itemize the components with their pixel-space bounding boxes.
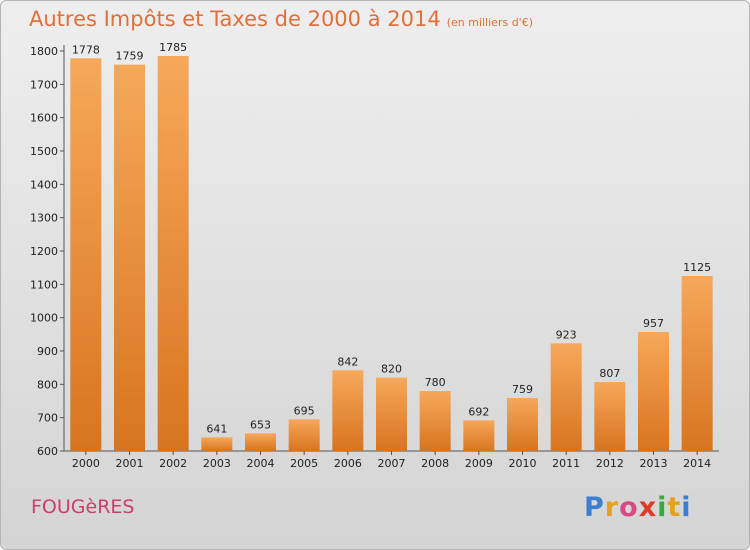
x-tick-label: 2007 xyxy=(378,457,406,470)
value-label: 1759 xyxy=(116,50,144,63)
x-tick-label: 2011 xyxy=(552,457,580,470)
bar xyxy=(114,64,145,451)
logo-letter: i xyxy=(681,492,692,523)
bar xyxy=(332,370,364,451)
value-label: 759 xyxy=(512,383,533,396)
value-label: 692 xyxy=(468,405,489,418)
bar xyxy=(288,419,320,451)
y-tick-label: 1500 xyxy=(30,145,58,158)
chart-title: Autres Impôts et Taxes de 2000 à 2014 (en… xyxy=(29,7,533,31)
x-tick-label: 2001 xyxy=(116,457,144,470)
value-label: 695 xyxy=(294,404,315,417)
y-tick-label: 1100 xyxy=(30,278,58,291)
y-axis: 600 700 800 900 1000 1100 1200 1300 1400 1500 1600… xyxy=(30,45,65,458)
value-label: 653 xyxy=(250,418,271,431)
bar xyxy=(638,332,669,451)
value-label: 1785 xyxy=(159,41,187,54)
value-labels: 1778 1759 1785 641 653 695 842 820 780 692 759 923 8… xyxy=(72,41,711,435)
x-tick-label: 2000 xyxy=(72,457,100,470)
value-label: 1125 xyxy=(683,261,711,274)
logo-letter: x xyxy=(638,492,658,523)
bar xyxy=(681,276,713,451)
x-tick-label: 2009 xyxy=(465,457,493,470)
x-axis: 2000 2001 2002 2003 2004 2005 2006 2007 2008 2009… xyxy=(64,450,719,470)
chart-subtitle: (en milliers d'€) xyxy=(446,16,533,29)
x-tick-label: 2013 xyxy=(640,457,668,470)
x-tick-label: 2008 xyxy=(421,457,449,470)
bar xyxy=(245,433,276,451)
value-label: 1778 xyxy=(72,43,100,56)
title-text: Autres Impôts et Taxes de 2000 à 2014 xyxy=(29,7,441,31)
y-tick-label: 1200 xyxy=(30,245,58,258)
value-label: 820 xyxy=(381,363,402,376)
bar xyxy=(550,343,582,451)
y-tick-label: 900 xyxy=(37,345,58,358)
logo-letter: P xyxy=(584,492,605,523)
logo-letter: t xyxy=(667,492,682,523)
x-tick-label: 2006 xyxy=(334,457,362,470)
x-tick-label: 2005 xyxy=(290,457,318,470)
value-label: 842 xyxy=(337,355,358,368)
logo-letter: o xyxy=(619,492,639,523)
y-tick-label: 800 xyxy=(37,378,58,391)
value-label: 641 xyxy=(206,422,227,435)
bar xyxy=(594,382,626,451)
bar xyxy=(376,377,407,451)
value-label: 923 xyxy=(556,328,577,341)
y-tick-label: 700 xyxy=(37,412,58,425)
y-tick-label: 1700 xyxy=(30,78,58,91)
value-label: 957 xyxy=(643,317,664,330)
logo-letter: i xyxy=(657,492,668,523)
x-tick-label: 2014 xyxy=(683,457,711,470)
x-tick-label: 2010 xyxy=(509,457,537,470)
y-tick-label: 1800 xyxy=(30,45,58,58)
proxiti-logo: Proxiti xyxy=(584,492,692,523)
value-label: 780 xyxy=(425,376,446,389)
x-tick-label: 2003 xyxy=(203,457,231,470)
x-tick-label: 2002 xyxy=(159,457,187,470)
bar xyxy=(201,437,233,451)
y-tick-label: 1400 xyxy=(30,178,58,191)
bar xyxy=(157,56,189,451)
y-tick-label: 1600 xyxy=(30,112,58,125)
y-tick-label: 1000 xyxy=(30,312,58,325)
bar xyxy=(463,420,495,451)
y-tick-label: 600 xyxy=(37,445,58,458)
location-label: FOUGèRES xyxy=(31,496,135,518)
bar xyxy=(419,391,451,451)
x-tick-label: 2004 xyxy=(247,457,275,470)
y-tick-label: 1300 xyxy=(30,212,58,225)
bar xyxy=(70,58,102,451)
logo-letter: r xyxy=(604,492,620,523)
x-tick-label: 2012 xyxy=(596,457,624,470)
bar xyxy=(507,398,538,451)
value-label: 807 xyxy=(599,367,620,380)
bars xyxy=(70,56,713,451)
